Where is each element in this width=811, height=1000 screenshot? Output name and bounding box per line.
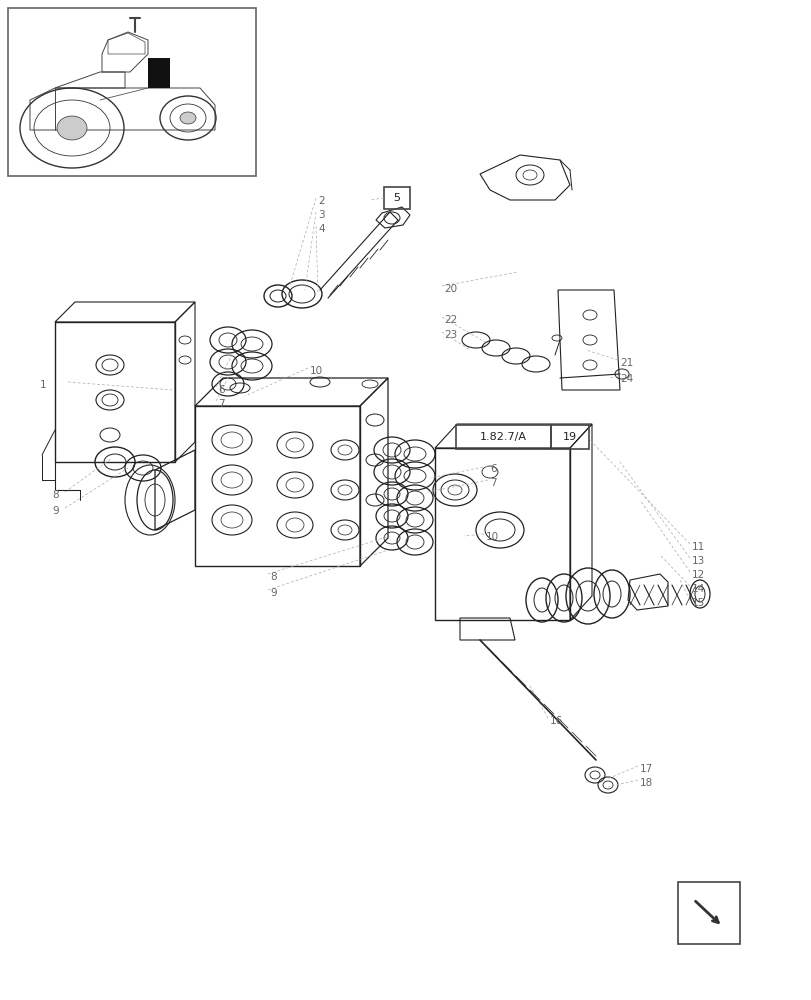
Text: 12: 12 [691,570,705,580]
Bar [8,8,255,176]
Text: 4: 4 [318,224,324,234]
Bar [551,425,588,449]
Bar [677,882,739,944]
Bar [148,58,169,88]
Text: 3: 3 [318,210,324,220]
Text: 14: 14 [691,584,705,594]
Ellipse shape [180,112,195,124]
Text: 13: 13 [691,556,705,566]
Text: 10: 10 [486,532,499,542]
Text: 21: 21 [620,358,633,368]
Text: 23: 23 [444,330,457,340]
Text: 6: 6 [217,385,225,395]
Text: 20: 20 [444,284,457,294]
Text: 5: 5 [393,193,400,203]
Text: 24: 24 [620,374,633,384]
Text: 1.82.7/A: 1.82.7/A [479,432,526,442]
Text: 22: 22 [444,315,457,325]
Text: 19: 19 [562,432,577,442]
Text: 9: 9 [52,506,58,516]
Text: 8: 8 [52,490,58,500]
Text: 8: 8 [270,572,277,582]
Bar [384,187,410,209]
Text: 17: 17 [639,764,652,774]
Text: 7: 7 [217,399,225,409]
Ellipse shape [57,116,87,140]
Text: 16: 16 [549,716,563,726]
Text: 2: 2 [318,196,324,206]
Text: 11: 11 [691,542,705,552]
Text: 6: 6 [489,464,496,474]
Text: 18: 18 [639,778,652,788]
Text: 1: 1 [40,380,46,390]
Text: 7: 7 [489,478,496,488]
Text: 15: 15 [691,598,705,608]
Text: 10: 10 [310,366,323,376]
Bar [456,425,551,449]
Text: 9: 9 [270,588,277,598]
